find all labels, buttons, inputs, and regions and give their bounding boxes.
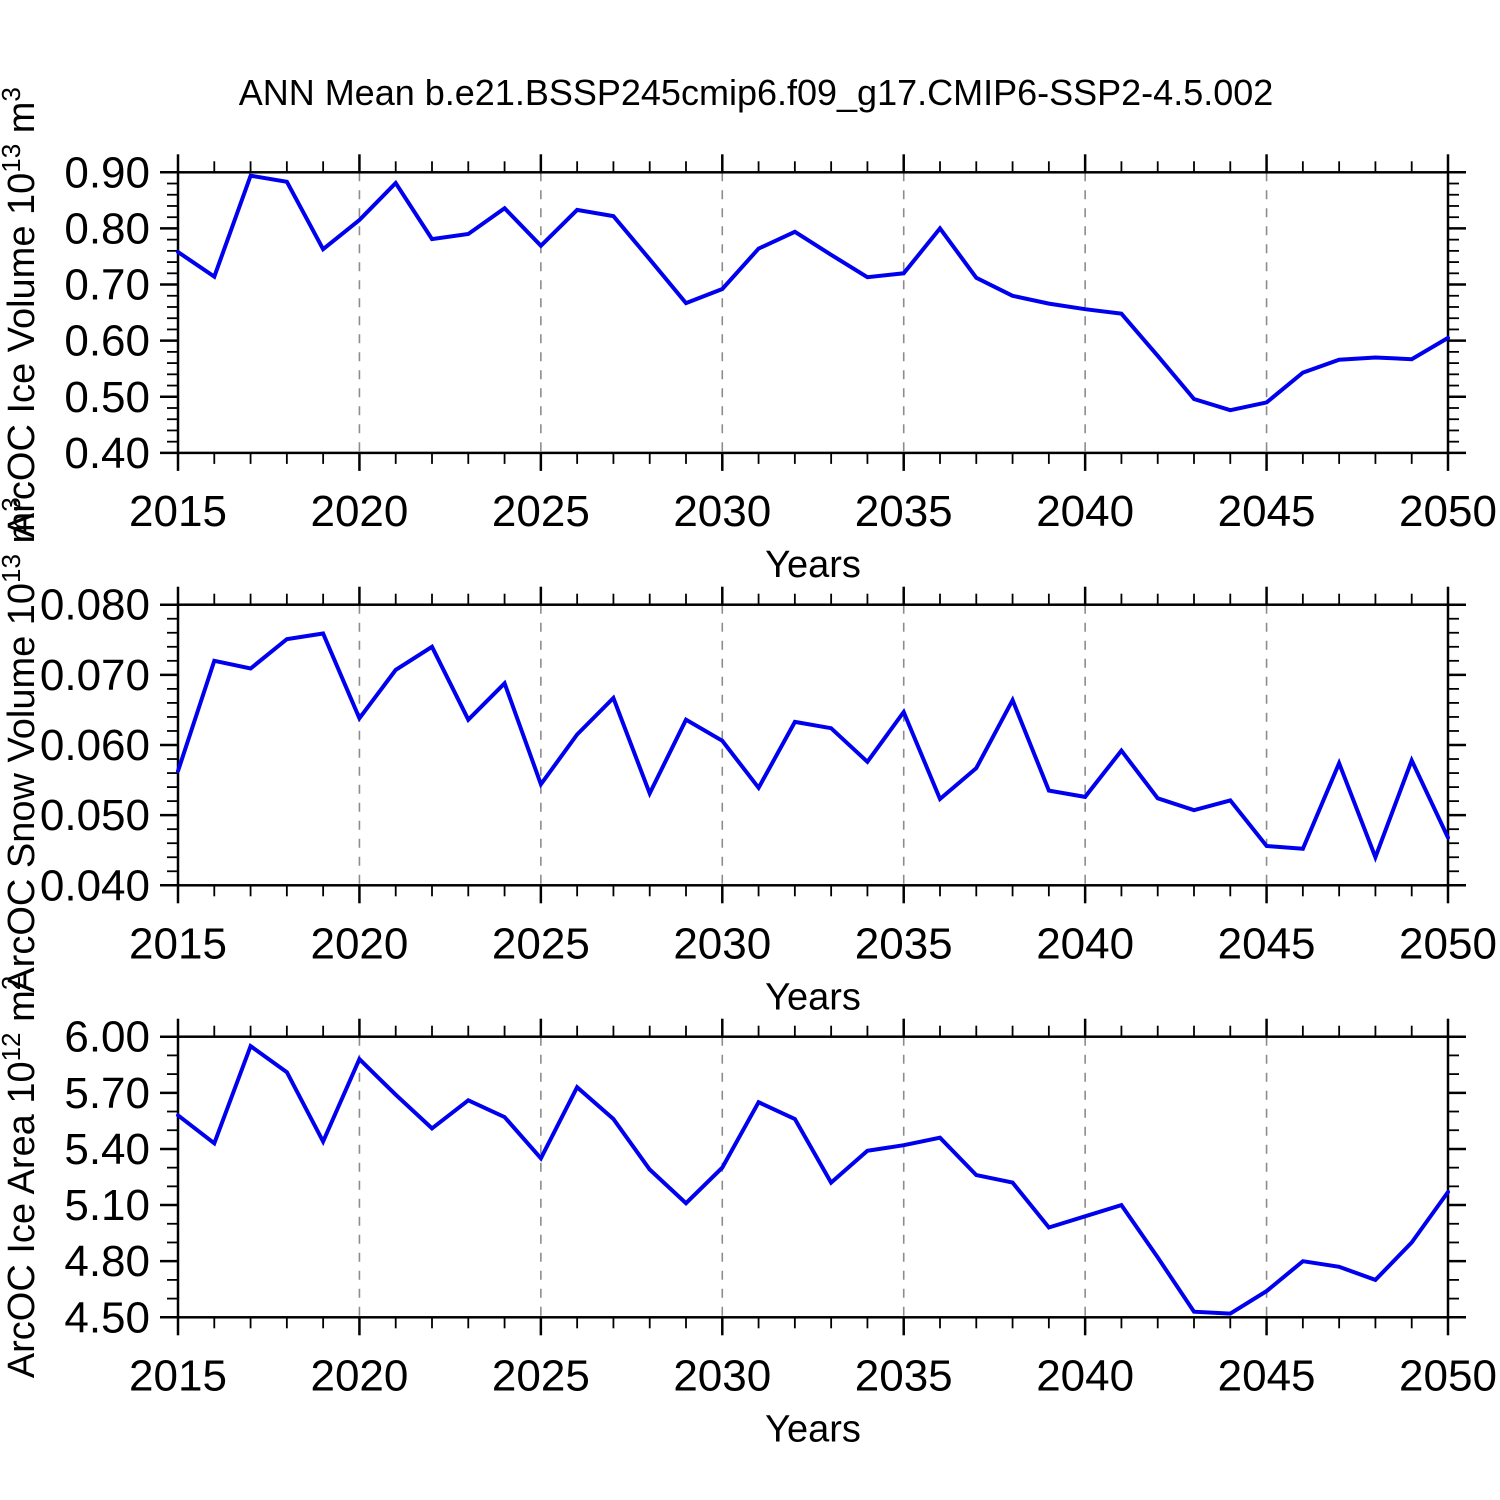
x-tick-label: 2015 xyxy=(129,919,227,968)
x-tick-label: 2025 xyxy=(492,919,590,968)
data-line xyxy=(176,631,1450,863)
x-tick-label: 2045 xyxy=(1218,1351,1316,1400)
y-tick-label: 0.050 xyxy=(40,791,150,840)
x-tick-label: 2050 xyxy=(1399,487,1497,536)
x-tick-label: 2025 xyxy=(492,487,590,536)
x-tick-label: 2050 xyxy=(1399,1351,1497,1400)
x-tick-label: 2035 xyxy=(855,1351,953,1400)
data-line xyxy=(176,173,1450,413)
x-tick-label: 2030 xyxy=(673,487,771,536)
y-tick-label: 5.10 xyxy=(64,1181,150,1230)
x-tick-label: 2035 xyxy=(855,487,953,536)
x-axis-label: Years xyxy=(765,1408,861,1450)
y-tick-label: 0.060 xyxy=(40,721,150,770)
y-tick-label: 5.70 xyxy=(64,1069,150,1118)
x-tick-label: 2020 xyxy=(310,487,408,536)
y-tick-label: 0.70 xyxy=(64,261,150,310)
y-tick-label: 0.80 xyxy=(64,204,150,253)
y-tick-label: 4.50 xyxy=(64,1293,150,1342)
y-tick-label: 0.080 xyxy=(40,581,150,630)
x-tick-label: 2030 xyxy=(673,919,771,968)
plot-frame xyxy=(176,1035,1450,1319)
x-tick-label: 2040 xyxy=(1036,487,1134,536)
y-tick-label: 0.40 xyxy=(64,429,150,478)
plot-frame xyxy=(176,603,1450,887)
y-tick-label: 4.80 xyxy=(64,1237,150,1286)
y-tick-label: 0.50 xyxy=(64,373,150,422)
panel-snow-volume: 0.040 0.050 0.060 0.070 0.080 2015 2020 2025 203… xyxy=(0,497,1497,1018)
chart-title: ANN Mean b.e21.BSSP245cmip6.f09_g17.CMIP… xyxy=(239,72,1274,113)
y-tick-label: 5.40 xyxy=(64,1125,150,1174)
panel-ice-area: 4.50 4.80 5.10 5.40 5.70 6.00 2015 2020 2025 2030… xyxy=(0,976,1497,1451)
y-tick-label: 0.60 xyxy=(64,317,150,366)
x-tick-label: 2025 xyxy=(492,1351,590,1400)
x-tick-label: 2020 xyxy=(310,1351,408,1400)
y-axis-label: ArcOC Snow Volume 1013 m3 xyxy=(0,497,43,992)
y-axis-label: ArcOC Ice Volume 1013 m3 xyxy=(0,87,43,538)
data-line xyxy=(176,1042,1450,1316)
panel-ice-volume: 0.40 0.50 0.60 0.70 0.80 0.90 2015 2020 2025 2030… xyxy=(0,87,1497,586)
plot-frame xyxy=(176,171,1450,455)
x-tick-label: 2035 xyxy=(855,919,953,968)
x-tick-label: 2040 xyxy=(1036,919,1134,968)
y-axis-label: ArcOC Ice Area 1012 m2 xyxy=(0,976,43,1378)
x-tick-label: 2050 xyxy=(1399,919,1497,968)
x-axis-label: Years xyxy=(765,544,861,586)
x-tick-label: 2030 xyxy=(673,1351,771,1400)
x-tick-label: 2015 xyxy=(129,487,227,536)
y-tick-label: 0.040 xyxy=(40,861,150,910)
panels: 0.40 0.50 0.60 0.70 0.80 0.90 2015 2020 2025 2030… xyxy=(0,87,1497,1450)
x-tick-label: 2020 xyxy=(310,919,408,968)
x-tick-label: 2015 xyxy=(129,1351,227,1400)
x-axis-label: Years xyxy=(765,976,861,1018)
x-tick-label: 2040 xyxy=(1036,1351,1134,1400)
x-tick-label: 2045 xyxy=(1218,919,1316,968)
y-tick-label: 6.00 xyxy=(64,1013,150,1062)
y-tick-label: 0.070 xyxy=(40,651,150,700)
x-tick-label: 2045 xyxy=(1218,487,1316,536)
y-tick-label: 0.90 xyxy=(64,148,150,197)
